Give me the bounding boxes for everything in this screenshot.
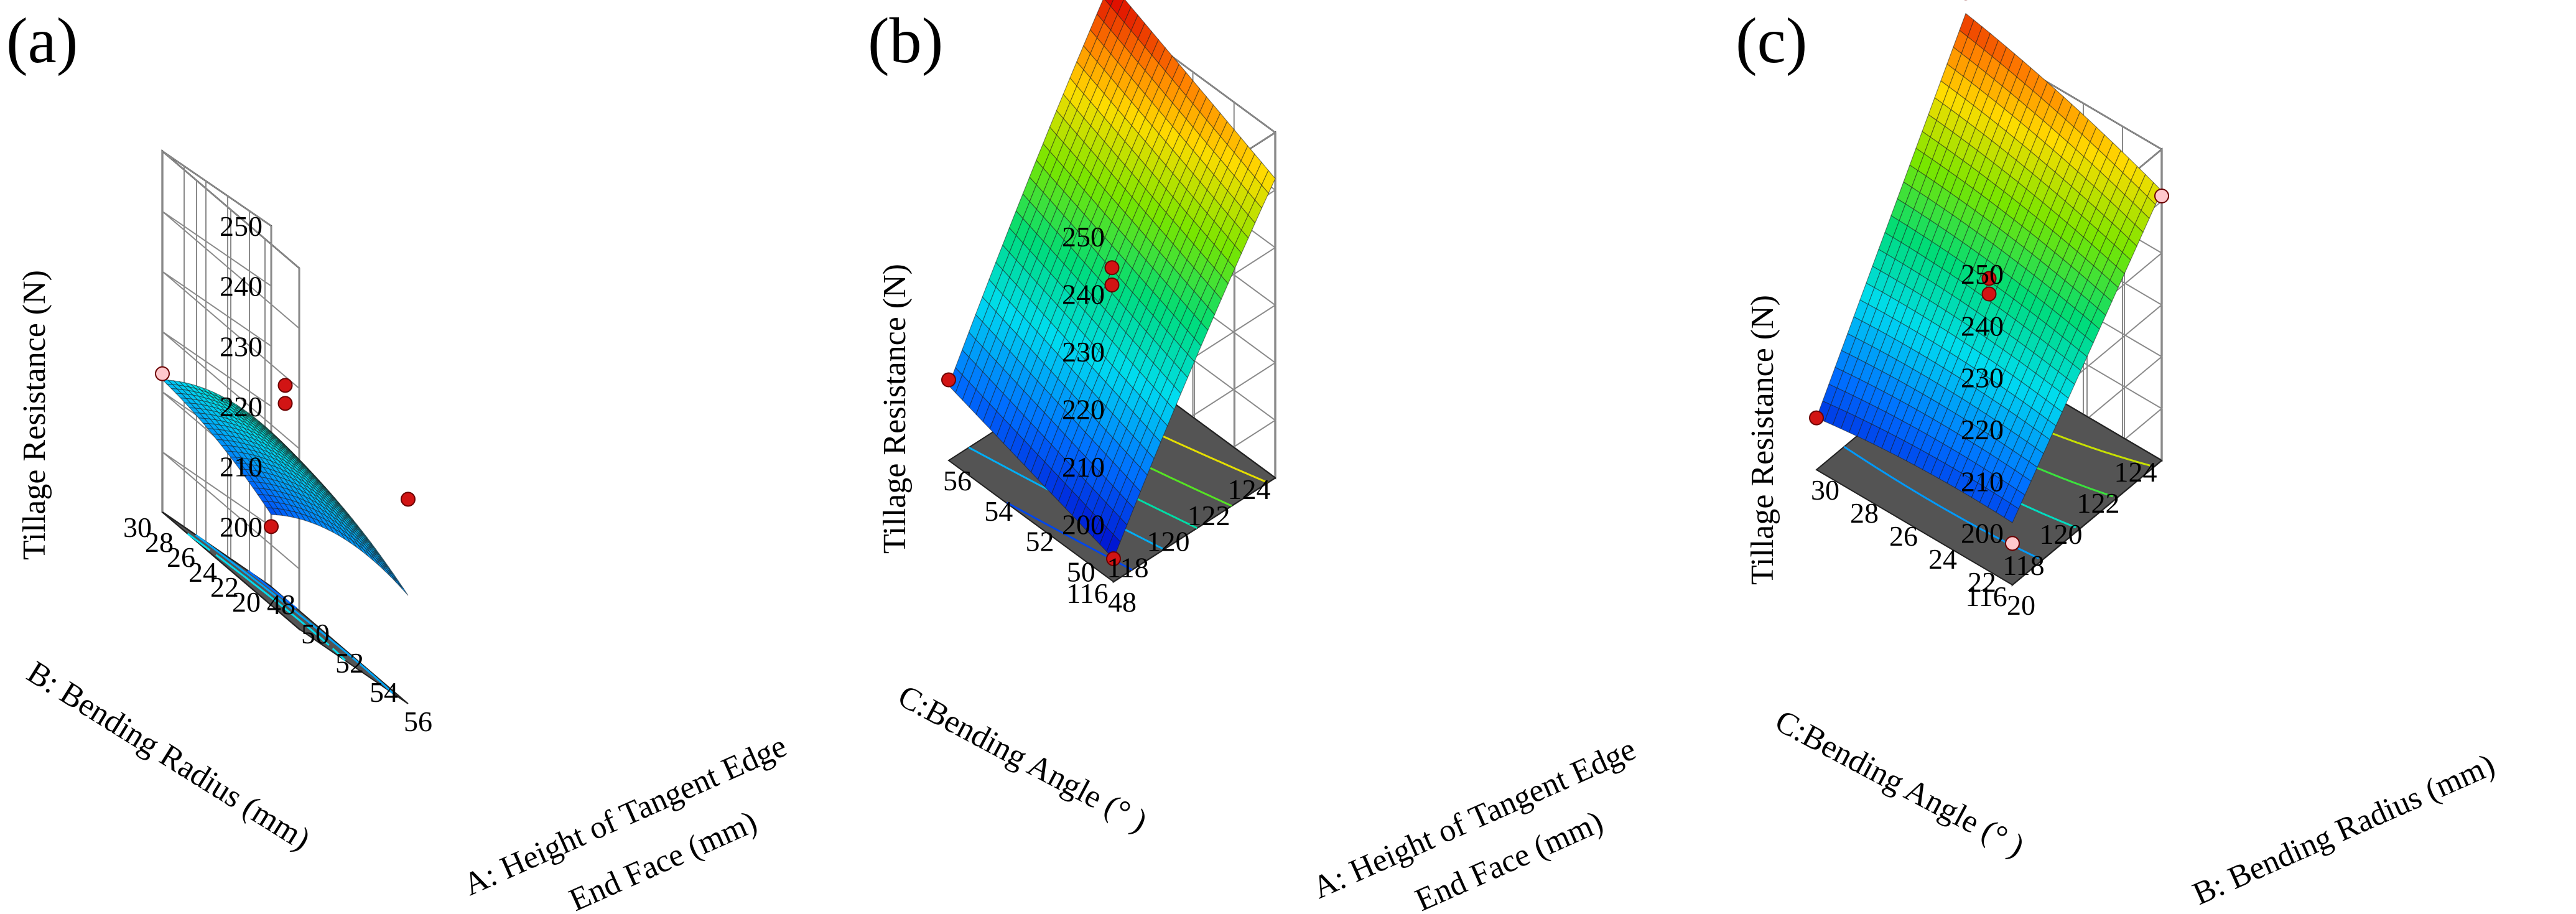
x-tick-label: 50 — [1067, 556, 1095, 587]
z-tick-label: 200 — [220, 511, 263, 543]
design-point — [1809, 410, 1824, 426]
y-axis-title-a: B: Bending Radius (mm) — [21, 655, 317, 857]
z-tick-label: 210 — [220, 451, 263, 483]
z-tick-label: 250 — [1961, 258, 2004, 290]
x-tick-label: 54 — [370, 676, 398, 708]
y-tick-label: 118 — [1107, 551, 1148, 583]
x-tick-label: 20 — [2007, 589, 2035, 621]
panel-label-a: (a) — [6, 5, 78, 77]
x-tick-label: 30 — [1811, 474, 1839, 506]
x-axis-title-c: B: Bending Radius (mm) — [2188, 747, 2500, 912]
z-axis-title-b: Tillage Resistance (N) — [877, 264, 913, 554]
design-point — [2154, 189, 2169, 203]
panel-c: (c) 200 210 220 230 240 250 20 22 24 26 28 30 116118… — [1736, 0, 2500, 912]
design-point — [2005, 536, 2020, 551]
z-tick-label: 200 — [1062, 509, 1105, 541]
y-tick-label: 124 — [2114, 456, 2157, 488]
design-point — [1981, 271, 1997, 286]
x-tick-label: 56 — [404, 706, 432, 737]
x-tick-label: 28 — [1850, 497, 1879, 529]
z-tick-label: 210 — [1062, 451, 1105, 483]
design-point — [1106, 551, 1121, 566]
y-tick-label: 122 — [2077, 487, 2120, 519]
y-tick-label: 28 — [145, 526, 174, 558]
y-axis-title-c: C:Bending Angle (° ) — [1769, 703, 2030, 864]
y-tick-label: 116 — [1965, 581, 2007, 612]
design-point — [264, 519, 279, 534]
z-tick-label: 200 — [1961, 518, 2004, 549]
design-point — [1104, 260, 1120, 276]
panel-label-b: (b) — [868, 5, 943, 77]
y-axis-title-b: C:Bending Angle (° ) — [892, 678, 1153, 839]
x-tick-label: 52 — [1026, 526, 1054, 557]
design-point — [401, 492, 416, 507]
design-point — [941, 372, 956, 388]
z-axis-title-c: Tillage Resistance (N) — [1745, 295, 1780, 585]
x-tick-label: 26 — [1889, 520, 1918, 552]
z-axis-title-a: Tillage Resistance (N) — [17, 270, 52, 560]
contour-line-205 — [247, 569, 297, 609]
x-tick-label: 22 — [1968, 566, 1996, 598]
z-tick-label: 250 — [220, 210, 263, 242]
x-tick-label: 50 — [301, 618, 330, 650]
y-tick-label: 122 — [1188, 500, 1230, 531]
x-tick-label: 48 — [267, 589, 295, 620]
z-tick-label: 220 — [220, 391, 263, 422]
design-point — [1104, 277, 1120, 292]
design-point — [277, 396, 293, 411]
z-tick-label: 230 — [220, 330, 263, 362]
z-tick-label: 240 — [220, 271, 263, 302]
y-tick-label: 116 — [1066, 577, 1108, 609]
design-point — [277, 378, 293, 393]
z-tick-label: 220 — [1062, 394, 1105, 426]
y-tick-label: 120 — [2040, 518, 2083, 550]
x-tick-label: 56 — [943, 465, 972, 497]
panel-label-c: (c) — [1736, 5, 1807, 77]
z-tick-label: 240 — [1961, 310, 2004, 342]
design-point — [1981, 286, 1997, 302]
x-tick-label: 54 — [984, 495, 1013, 527]
design-point — [155, 366, 170, 381]
z-tick-label: 220 — [1961, 414, 2004, 445]
contour-line-215 — [187, 533, 346, 661]
z-tick-label: 240 — [1062, 279, 1105, 310]
y-tick-label: 118 — [2002, 549, 2044, 581]
contour-line-210 — [195, 534, 394, 694]
x-tick-label: 48 — [1108, 586, 1137, 618]
y-tick-label: 124 — [1228, 473, 1271, 505]
z-tick-label: 230 — [1062, 336, 1105, 368]
x-tick-label: 52 — [335, 647, 364, 679]
y-tick-label: 20 — [232, 586, 261, 618]
surface-facet — [398, 582, 409, 596]
y-tick-label: 26 — [167, 541, 195, 573]
panel-b: (b) 200210220230240250485052545611611812… — [868, 0, 1641, 914]
z-tick-label: 210 — [1961, 465, 2004, 497]
x-tick-label: 24 — [1928, 543, 1957, 575]
y-tick-label: 30 — [123, 511, 152, 543]
y-tick-label: 22 — [210, 571, 239, 603]
z-tick-label: 250 — [1062, 221, 1105, 253]
surface-facet — [2004, 503, 2019, 523]
z-tick-label: 230 — [1961, 362, 2004, 394]
y-tick-label: 24 — [188, 556, 217, 588]
y-tick-label: 120 — [1147, 526, 1190, 557]
